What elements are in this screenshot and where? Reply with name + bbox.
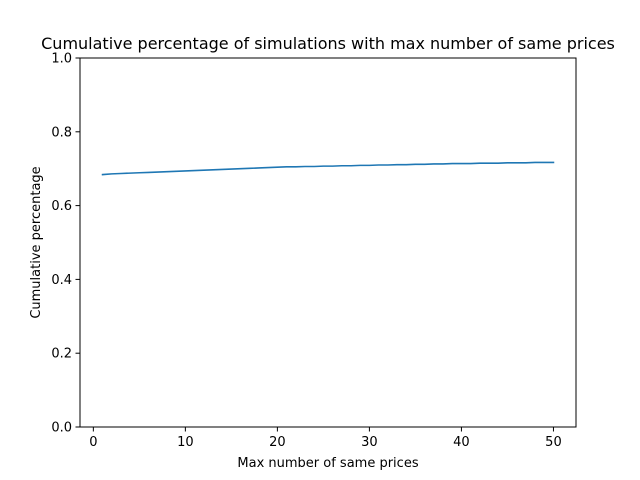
series-line	[101, 161, 555, 176]
plot-background	[80, 58, 576, 427]
x-tick-label: 40	[453, 435, 470, 450]
x-tick-label: 50	[545, 435, 562, 450]
y-tick-label: 0.8	[51, 125, 72, 140]
y-axis: 0.0 0.2 0.4 0.6 0.8 1.0	[51, 52, 80, 436]
plot-area	[80, 58, 576, 427]
x-tick-label: 10	[177, 435, 194, 450]
y-tick-label: 0.0	[51, 421, 72, 436]
series-layer	[101, 161, 555, 176]
chart-title: Cumulative percentage of simulations wit…	[41, 34, 615, 53]
plot-frame	[79, 57, 577, 428]
x-tick-label: 0	[89, 435, 97, 450]
y-tick-label: 0.4	[51, 273, 72, 288]
x-axis-label: Max number of same prices	[237, 456, 418, 471]
x-axis: 0 10 20 30 40 50	[89, 427, 562, 450]
x-tick-label: 30	[361, 435, 378, 450]
x-tick-label: 20	[269, 435, 286, 450]
y-tick-label: 1.0	[51, 52, 72, 67]
y-axis-label: Cumulative percentage	[29, 166, 44, 318]
y-tick-label: 0.2	[51, 347, 72, 362]
y-tick-label: 0.6	[51, 199, 72, 214]
